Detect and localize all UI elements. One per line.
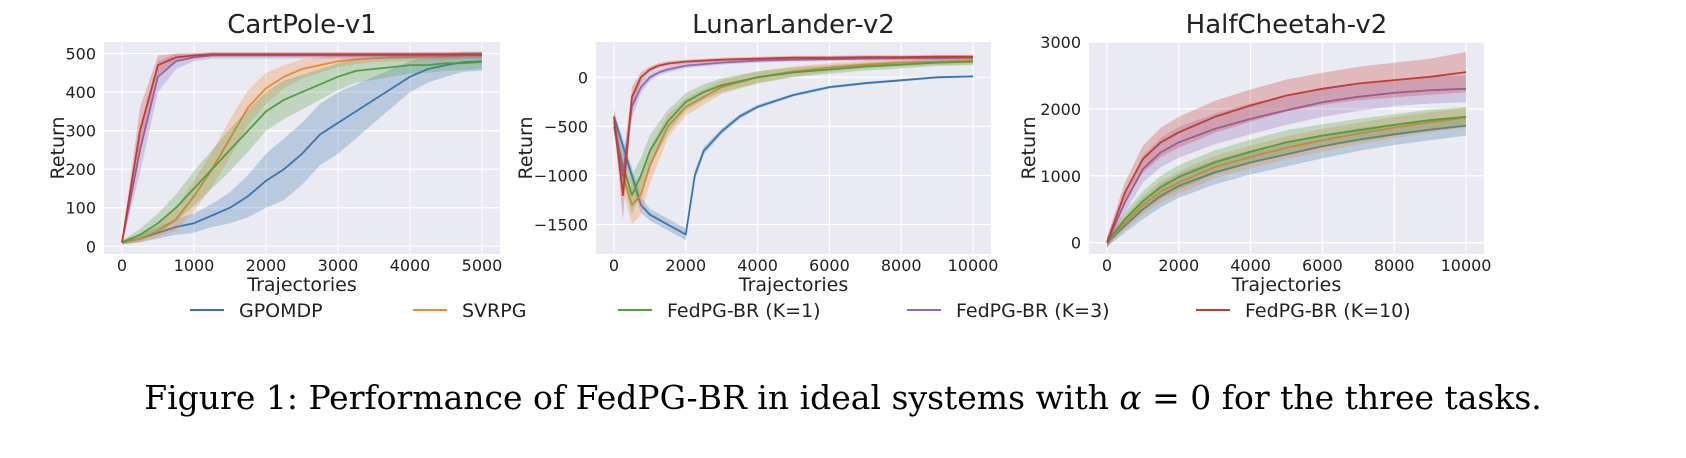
y-tick-label: 400: [65, 83, 96, 102]
caption-alpha-symbol: α: [1119, 378, 1142, 417]
y-tick-label: 0: [86, 237, 96, 256]
series-line-fedpg-br-k-3: [613, 56, 974, 177]
caption-suffix: for the three tasks.: [1211, 378, 1542, 417]
x-tick-label: 0: [1102, 256, 1112, 275]
confidence-band-fedpg-br-k-10: [1107, 52, 1466, 248]
series-line-fedpg-br-k-1: [1106, 116, 1467, 244]
confidence-band-svrpg: [614, 57, 973, 225]
x-axis-label: Trajectories: [738, 274, 848, 296]
y-tick-label: 0: [578, 68, 588, 87]
chart-panel-halfcheetah-v2: 0 2000 4000 6000 8000 10000 0 1000 2000 3000 HalfC…: [1018, 10, 1491, 296]
chart-title: CartPole-v1: [227, 10, 376, 40]
x-tick-label: 0: [117, 256, 127, 275]
y-tick-label: −500: [544, 117, 588, 136]
series-group: [121, 51, 483, 245]
series-line-svrpg: [121, 54, 482, 244]
y-tick-label: 500: [65, 45, 96, 64]
x-tick-label: 4000: [737, 256, 778, 275]
x-tick-label: 6000: [809, 256, 850, 275]
plot-area: [104, 42, 500, 254]
legend-item-fedpg-br-k-10: FedPG-BR (K=10): [1196, 300, 1411, 322]
series-line-fedpg-br-k-10: [121, 53, 482, 243]
legend-item-gpomdp: GPOMDP: [190, 300, 323, 322]
y-tick-label: 300: [65, 122, 96, 141]
legend-label: FedPG-BR (K=1): [667, 300, 821, 322]
y-tick-label: 2000: [1040, 100, 1081, 119]
x-tick-label: 2000: [1158, 256, 1199, 275]
x-tick-label: 10000: [1441, 256, 1492, 275]
series-group: [1106, 52, 1467, 249]
series-line-fedpg-br-k-1: [613, 60, 974, 197]
chart-panel-cartpole-v1: 0 1000 2000 3000 4000 5000 0 100 200 300 400 500 Car…: [47, 10, 502, 296]
x-tick-label: 2000: [665, 256, 706, 275]
series-group: [613, 54, 974, 241]
legend-label: FedPG-BR (K=3): [956, 300, 1110, 322]
y-axis-label: Return: [515, 116, 537, 179]
x-tick-label: 0: [609, 256, 619, 275]
y-tick-label: 1000: [1040, 167, 1081, 186]
series-line-fedpg-br-k-10: [1106, 71, 1467, 243]
confidence-band-svrpg: [122, 51, 482, 245]
x-tick-label: 3000: [318, 256, 359, 275]
x-tick-label: 5000: [462, 256, 503, 275]
chart-title: LunarLander-v2: [692, 10, 895, 40]
y-axis-label: Return: [47, 116, 69, 179]
x-tick-label: 6000: [1302, 256, 1343, 275]
x-tick-label: 2000: [246, 256, 287, 275]
series-line-fedpg-br-k-10: [613, 55, 973, 197]
x-tick-label: 8000: [881, 256, 922, 275]
x-axis-label: Trajectories: [246, 274, 356, 296]
legend-item-fedpg-br-k-1: FedPG-BR (K=1): [618, 300, 821, 322]
y-tick-label: 100: [65, 199, 96, 218]
legend: GPOMDP SVRPG FedPG-BR (K=1) FedPG-BR (K=3) F…: [190, 300, 1411, 322]
x-axis-label: Trajectories: [1231, 274, 1341, 296]
legend-item-fedpg-br-k-3: FedPG-BR (K=3): [907, 300, 1110, 322]
confidence-band-fedpg-br-k-1: [614, 58, 973, 215]
caption-equals: = 0: [1141, 378, 1212, 417]
legend-item-svrpg: SVRPG: [413, 300, 526, 322]
confidence-band-gpomdp: [122, 51, 482, 245]
series-line-fedpg-br-k-3: [121, 54, 482, 243]
y-tick-label: −1500: [534, 216, 588, 235]
x-tick-label: 4000: [1230, 256, 1271, 275]
legend-label: SVRPG: [462, 300, 526, 322]
y-tick-label: −1000: [534, 166, 588, 185]
series-line-gpomdp: [613, 75, 974, 236]
series-line-svrpg: [1106, 116, 1467, 244]
series-line-gpomdp: [121, 60, 483, 244]
x-tick-label: 4000: [390, 256, 431, 275]
x-tick-label: 8000: [1374, 256, 1415, 275]
legend-label: GPOMDP: [239, 300, 323, 322]
series-line-svrpg: [613, 59, 974, 206]
y-axis-label: Return: [1018, 116, 1040, 179]
chart-title: HalfCheetah-v2: [1186, 10, 1388, 40]
series-line-gpomdp: [1106, 124, 1467, 244]
caption-prefix: Figure 1: Performance of FedPG-BR in ide…: [144, 378, 1120, 417]
confidence-band-fedpg-br-k-10: [122, 52, 482, 245]
chart-panel-lunarlander-v2: 0 2000 4000 6000 8000 10000 0 −500 −1000 −1500 Lun…: [515, 10, 998, 296]
confidence-band-fedpg-br-k-10: [614, 54, 973, 220]
x-tick-label: 10000: [948, 256, 999, 275]
x-tick-label: 1000: [174, 256, 215, 275]
confidence-band-fedpg-br-k-3: [122, 52, 482, 245]
y-tick-label: 0: [1071, 234, 1081, 253]
legend-label: FedPG-BR (K=10): [1245, 300, 1411, 322]
series-line-fedpg-br-k-3: [1106, 87, 1467, 243]
y-tick-label: 3000: [1040, 33, 1081, 52]
y-tick-label: 200: [65, 160, 96, 179]
figure-caption: Figure 1: Performance of FedPG-BR in ide…: [0, 378, 1686, 417]
series-line-fedpg-br-k-1: [121, 61, 483, 244]
